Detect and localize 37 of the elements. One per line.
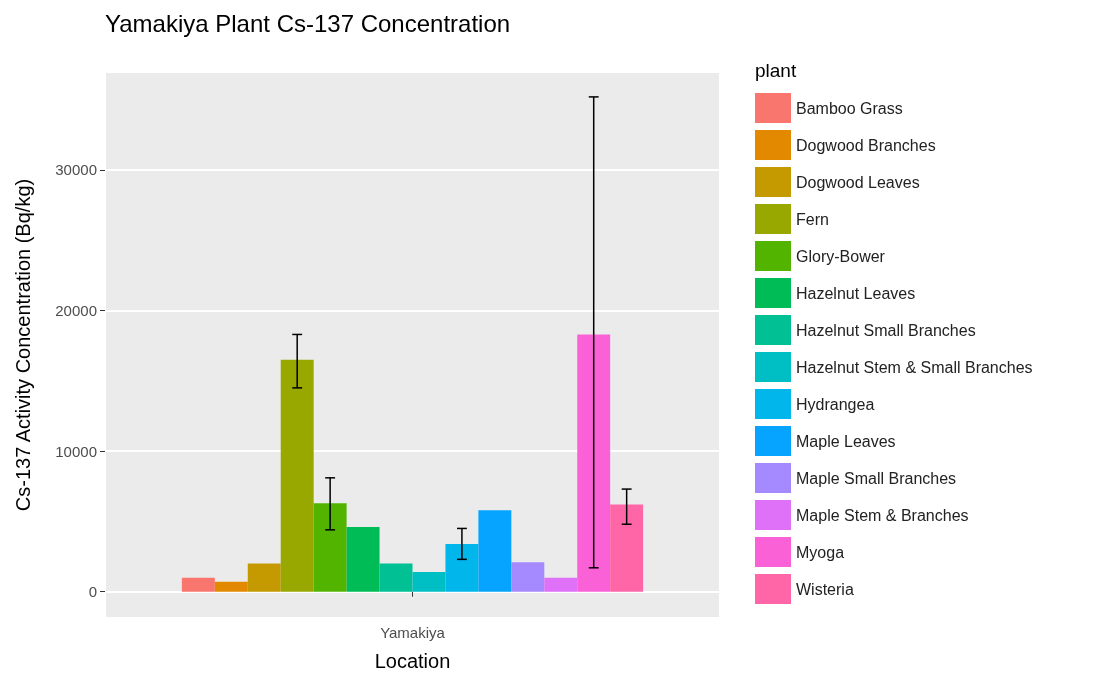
bar xyxy=(379,563,413,592)
bar xyxy=(577,334,611,592)
bar xyxy=(511,562,545,592)
legend-label: Maple Stem & Branches xyxy=(796,506,969,524)
legend-label: Maple Small Branches xyxy=(796,469,957,487)
bar xyxy=(412,572,446,592)
legend-label: Maple Leaves xyxy=(796,432,896,450)
bar xyxy=(313,503,347,592)
legend-label: Bamboo Grass xyxy=(796,99,903,117)
bar xyxy=(247,563,281,592)
y-tick-label: 0 xyxy=(88,583,97,601)
x-axis-title: Location xyxy=(374,650,451,672)
bar xyxy=(478,510,512,592)
bar xyxy=(181,577,215,592)
y-axis-title: Cs-137 Activity Concentration (Bq/kg) xyxy=(12,178,34,512)
bar xyxy=(214,581,248,592)
legend-label: Glory-Bower xyxy=(796,247,886,265)
legend-label: Dogwood Branches xyxy=(796,136,936,154)
legend-label: Dogwood Leaves xyxy=(796,173,920,191)
legend-label: Fern xyxy=(796,210,829,228)
legend-label: Myoga xyxy=(796,543,845,561)
bar xyxy=(610,504,644,592)
y-tick-label: 30000 xyxy=(55,161,97,179)
legend-label: Hazelnut Small Branches xyxy=(796,321,976,339)
bar xyxy=(346,527,380,592)
bar xyxy=(280,359,314,592)
bar xyxy=(544,577,578,592)
y-tick-label: 10000 xyxy=(55,442,97,460)
legend-label: Hazelnut Leaves xyxy=(796,284,916,302)
y-tick-label: 20000 xyxy=(55,302,97,320)
legend-label: Hazelnut Stem & Small Branches xyxy=(796,358,1033,376)
legend-title: plant xyxy=(755,60,797,81)
legend-label: Hydrangea xyxy=(796,395,875,413)
chart-title: Yamakiya Plant Cs-137 Concentration xyxy=(105,9,511,37)
legend-label: Wisteria xyxy=(796,580,854,598)
bar xyxy=(445,543,479,592)
x-tick-label: Yamakiya xyxy=(380,624,446,641)
